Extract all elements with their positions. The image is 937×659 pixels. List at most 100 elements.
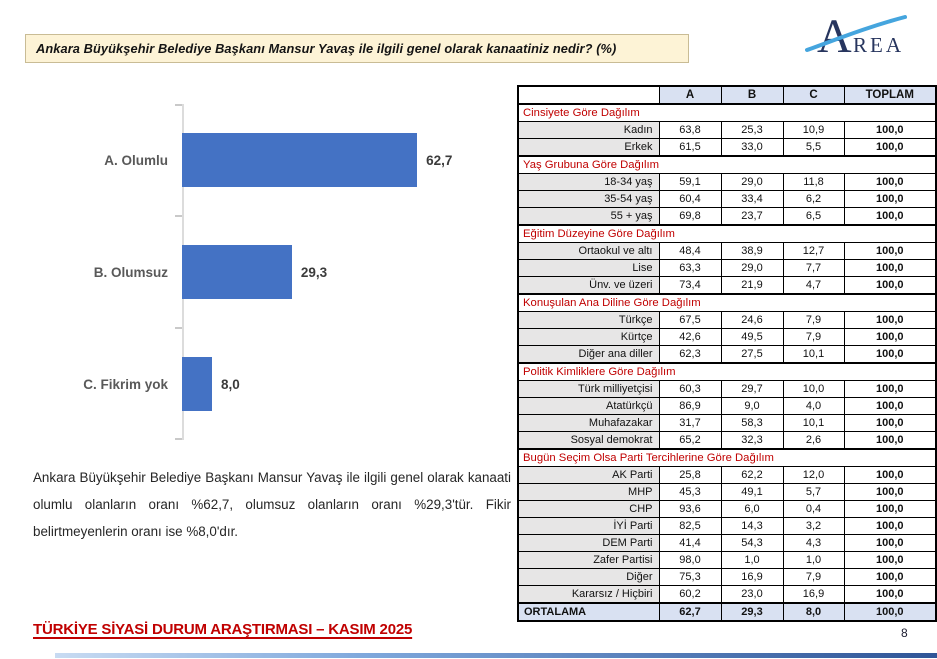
cell-toplam: 100,0 xyxy=(843,345,937,364)
cell-toplam: 100,0 xyxy=(843,431,937,450)
cell-toplam: 100,0 xyxy=(843,242,937,260)
cell-toplam: 100,0 xyxy=(843,121,937,139)
bottom-accent-bar xyxy=(55,653,937,658)
cell-b: 9,0 xyxy=(720,397,784,415)
question-title-bar: Ankara Büyükşehir Belediye Başkanı Mansu… xyxy=(25,34,689,63)
table-row: AK Parti 25,8 62,2 12,0 100,0 xyxy=(517,466,937,484)
cell-toplam: 100,0 xyxy=(843,173,937,191)
bar-chart-plot: A. Olumlu 62,7 B. Olumsuz 29,3 C. Fikrim yok… xyxy=(30,104,500,440)
table-group-header-row: Eğitim Düzeyine Göre Dağılım xyxy=(517,224,937,243)
table-body: Cinsiyete Göre Dağılım Kadın 63,8 25,3 10,9 1… xyxy=(517,103,937,622)
row-label: Muhafazakar xyxy=(517,414,660,432)
cell-toplam: 100,0 xyxy=(843,414,937,432)
table-header-row: A B C TOPLAM xyxy=(517,85,937,105)
header-cell-empty xyxy=(517,85,660,105)
group-title: Cinsiyete Göre Dağılım xyxy=(517,103,937,122)
table-row: Kararsız / Hiçbiri 60,2 23,0 16,9 100,0 xyxy=(517,585,937,604)
cell-b: 38,9 xyxy=(720,242,784,260)
row-label: CHP xyxy=(517,500,660,518)
row-label: MHP xyxy=(517,483,660,501)
row-label: Diğer xyxy=(517,568,660,586)
bar-row: A. Olumlu 62,7 xyxy=(30,104,500,216)
table-container: A B C TOPLAM Cinsiyete Göre Dağılım Kadın… xyxy=(517,85,937,622)
cell-toplam: 100,0 xyxy=(843,517,937,535)
cell-b: 1,0 xyxy=(720,551,784,569)
cell-b: 6,0 xyxy=(720,500,784,518)
cell-toplam: 100,0 xyxy=(843,380,937,398)
cell-a: 60,4 xyxy=(658,190,722,208)
cell-a: 41,4 xyxy=(658,534,722,552)
row-label: Lise xyxy=(517,259,660,277)
cell-toplam: 100,0 xyxy=(843,500,937,518)
table-row: Diğer 75,3 16,9 7,9 100,0 xyxy=(517,568,937,586)
row-label: Kürtçe xyxy=(517,328,660,346)
cell-a: 65,2 xyxy=(658,431,722,450)
cell-a: 73,4 xyxy=(658,276,722,295)
cell-a: 98,0 xyxy=(658,551,722,569)
row-label: Türkçe xyxy=(517,311,660,329)
bar-chart: A. Olumlu 62,7 B. Olumsuz 29,3 C. Fikrim yok… xyxy=(30,100,500,440)
bar-value-label: 62,7 xyxy=(426,152,453,168)
axis-tick xyxy=(175,215,182,218)
logo-swoosh-icon xyxy=(805,15,907,52)
cell-a: 75,3 xyxy=(658,568,722,586)
cell-toplam: 100,0 xyxy=(843,311,937,329)
table-row: Muhafazakar 31,7 58,3 10,1 100,0 xyxy=(517,414,937,432)
cell-b: 23,0 xyxy=(720,585,784,604)
group-title: Bugün Seçim Olsa Parti Tercihlerine Göre… xyxy=(517,448,937,467)
table-row: Erkek 61,5 33,0 5,5 100,0 xyxy=(517,138,937,157)
cell-a: 69,8 xyxy=(658,207,722,226)
cell-c: 5,7 xyxy=(782,483,845,501)
axis-tick xyxy=(175,437,182,440)
header-cell-toplam: TOPLAM xyxy=(843,85,937,105)
average-label: ORTALAMA xyxy=(517,602,660,622)
cell-c: 12,0 xyxy=(782,466,845,484)
bar-value-label: 8,0 xyxy=(221,376,240,392)
table-row: Lise 63,3 29,0 7,7 100,0 xyxy=(517,259,937,277)
bar-row: B. Olumsuz 29,3 xyxy=(30,216,500,328)
cell-b: 25,3 xyxy=(720,121,784,139)
bar-3 xyxy=(182,357,212,411)
cell-c: 11,8 xyxy=(782,173,845,191)
distribution-table: A B C TOPLAM Cinsiyete Göre Dağılım Kadın… xyxy=(517,85,937,622)
cell-a: 62,3 xyxy=(658,345,722,364)
cell-b: 33,0 xyxy=(720,138,784,157)
row-label: Kadın xyxy=(517,121,660,139)
cell-c: 10,1 xyxy=(782,345,845,364)
summary-paragraph: Ankara Büyükşehir Belediye Başkanı Mansu… xyxy=(33,470,511,539)
table-group-header-row: Bugün Seçim Olsa Parti Tercihlerine Göre… xyxy=(517,448,937,467)
cell-c: 6,5 xyxy=(782,207,845,226)
cell-toplam: 100,0 xyxy=(843,483,937,501)
cell-a: 25,8 xyxy=(658,466,722,484)
cell-toplam: 100,0 xyxy=(843,207,937,226)
header-cell-b: B xyxy=(720,85,784,105)
table-row: 35-54 yaş 60,4 33,4 6,2 100,0 xyxy=(517,190,937,208)
question-title: Ankara Büyükşehir Belediye Başkanı Mansu… xyxy=(36,41,617,56)
cell-toplam: 100,0 xyxy=(843,551,937,569)
cell-a: 61,5 xyxy=(658,138,722,157)
cell-b: 54,3 xyxy=(720,534,784,552)
table-row: CHP 93,6 6,0 0,4 100,0 xyxy=(517,500,937,518)
cell-b: 33,4 xyxy=(720,190,784,208)
table-group-header-row: Konuşulan Ana Diline Göre Dağılım xyxy=(517,293,937,312)
cell-c: 0,4 xyxy=(782,500,845,518)
cell-a: 59,1 xyxy=(658,173,722,191)
cell-c: 2,6 xyxy=(782,431,845,450)
row-label: Atatürkçü xyxy=(517,397,660,415)
cell-b: 16,9 xyxy=(720,568,784,586)
cell-c: 4,0 xyxy=(782,397,845,415)
cell-a: 63,8 xyxy=(658,121,722,139)
cell-toplam: 100,0 xyxy=(843,534,937,552)
cell-a: 93,6 xyxy=(658,500,722,518)
table-row: İYİ Parti 82,5 14,3 3,2 100,0 xyxy=(517,517,937,535)
cell-c: 16,9 xyxy=(782,585,845,604)
area-logo: A REA xyxy=(805,5,909,63)
cell-b: 49,5 xyxy=(720,328,784,346)
cell-toplam: 100,0 xyxy=(843,568,937,586)
cell-c: 10,9 xyxy=(782,121,845,139)
table-group-header-row: Cinsiyete Göre Dağılım xyxy=(517,103,937,122)
logo-rest-text: REA xyxy=(853,33,904,57)
cell-c: 4,3 xyxy=(782,534,845,552)
cell-c: 12,7 xyxy=(782,242,845,260)
table-row: Ortaokul ve altı 48,4 38,9 12,7 100,0 xyxy=(517,242,937,260)
